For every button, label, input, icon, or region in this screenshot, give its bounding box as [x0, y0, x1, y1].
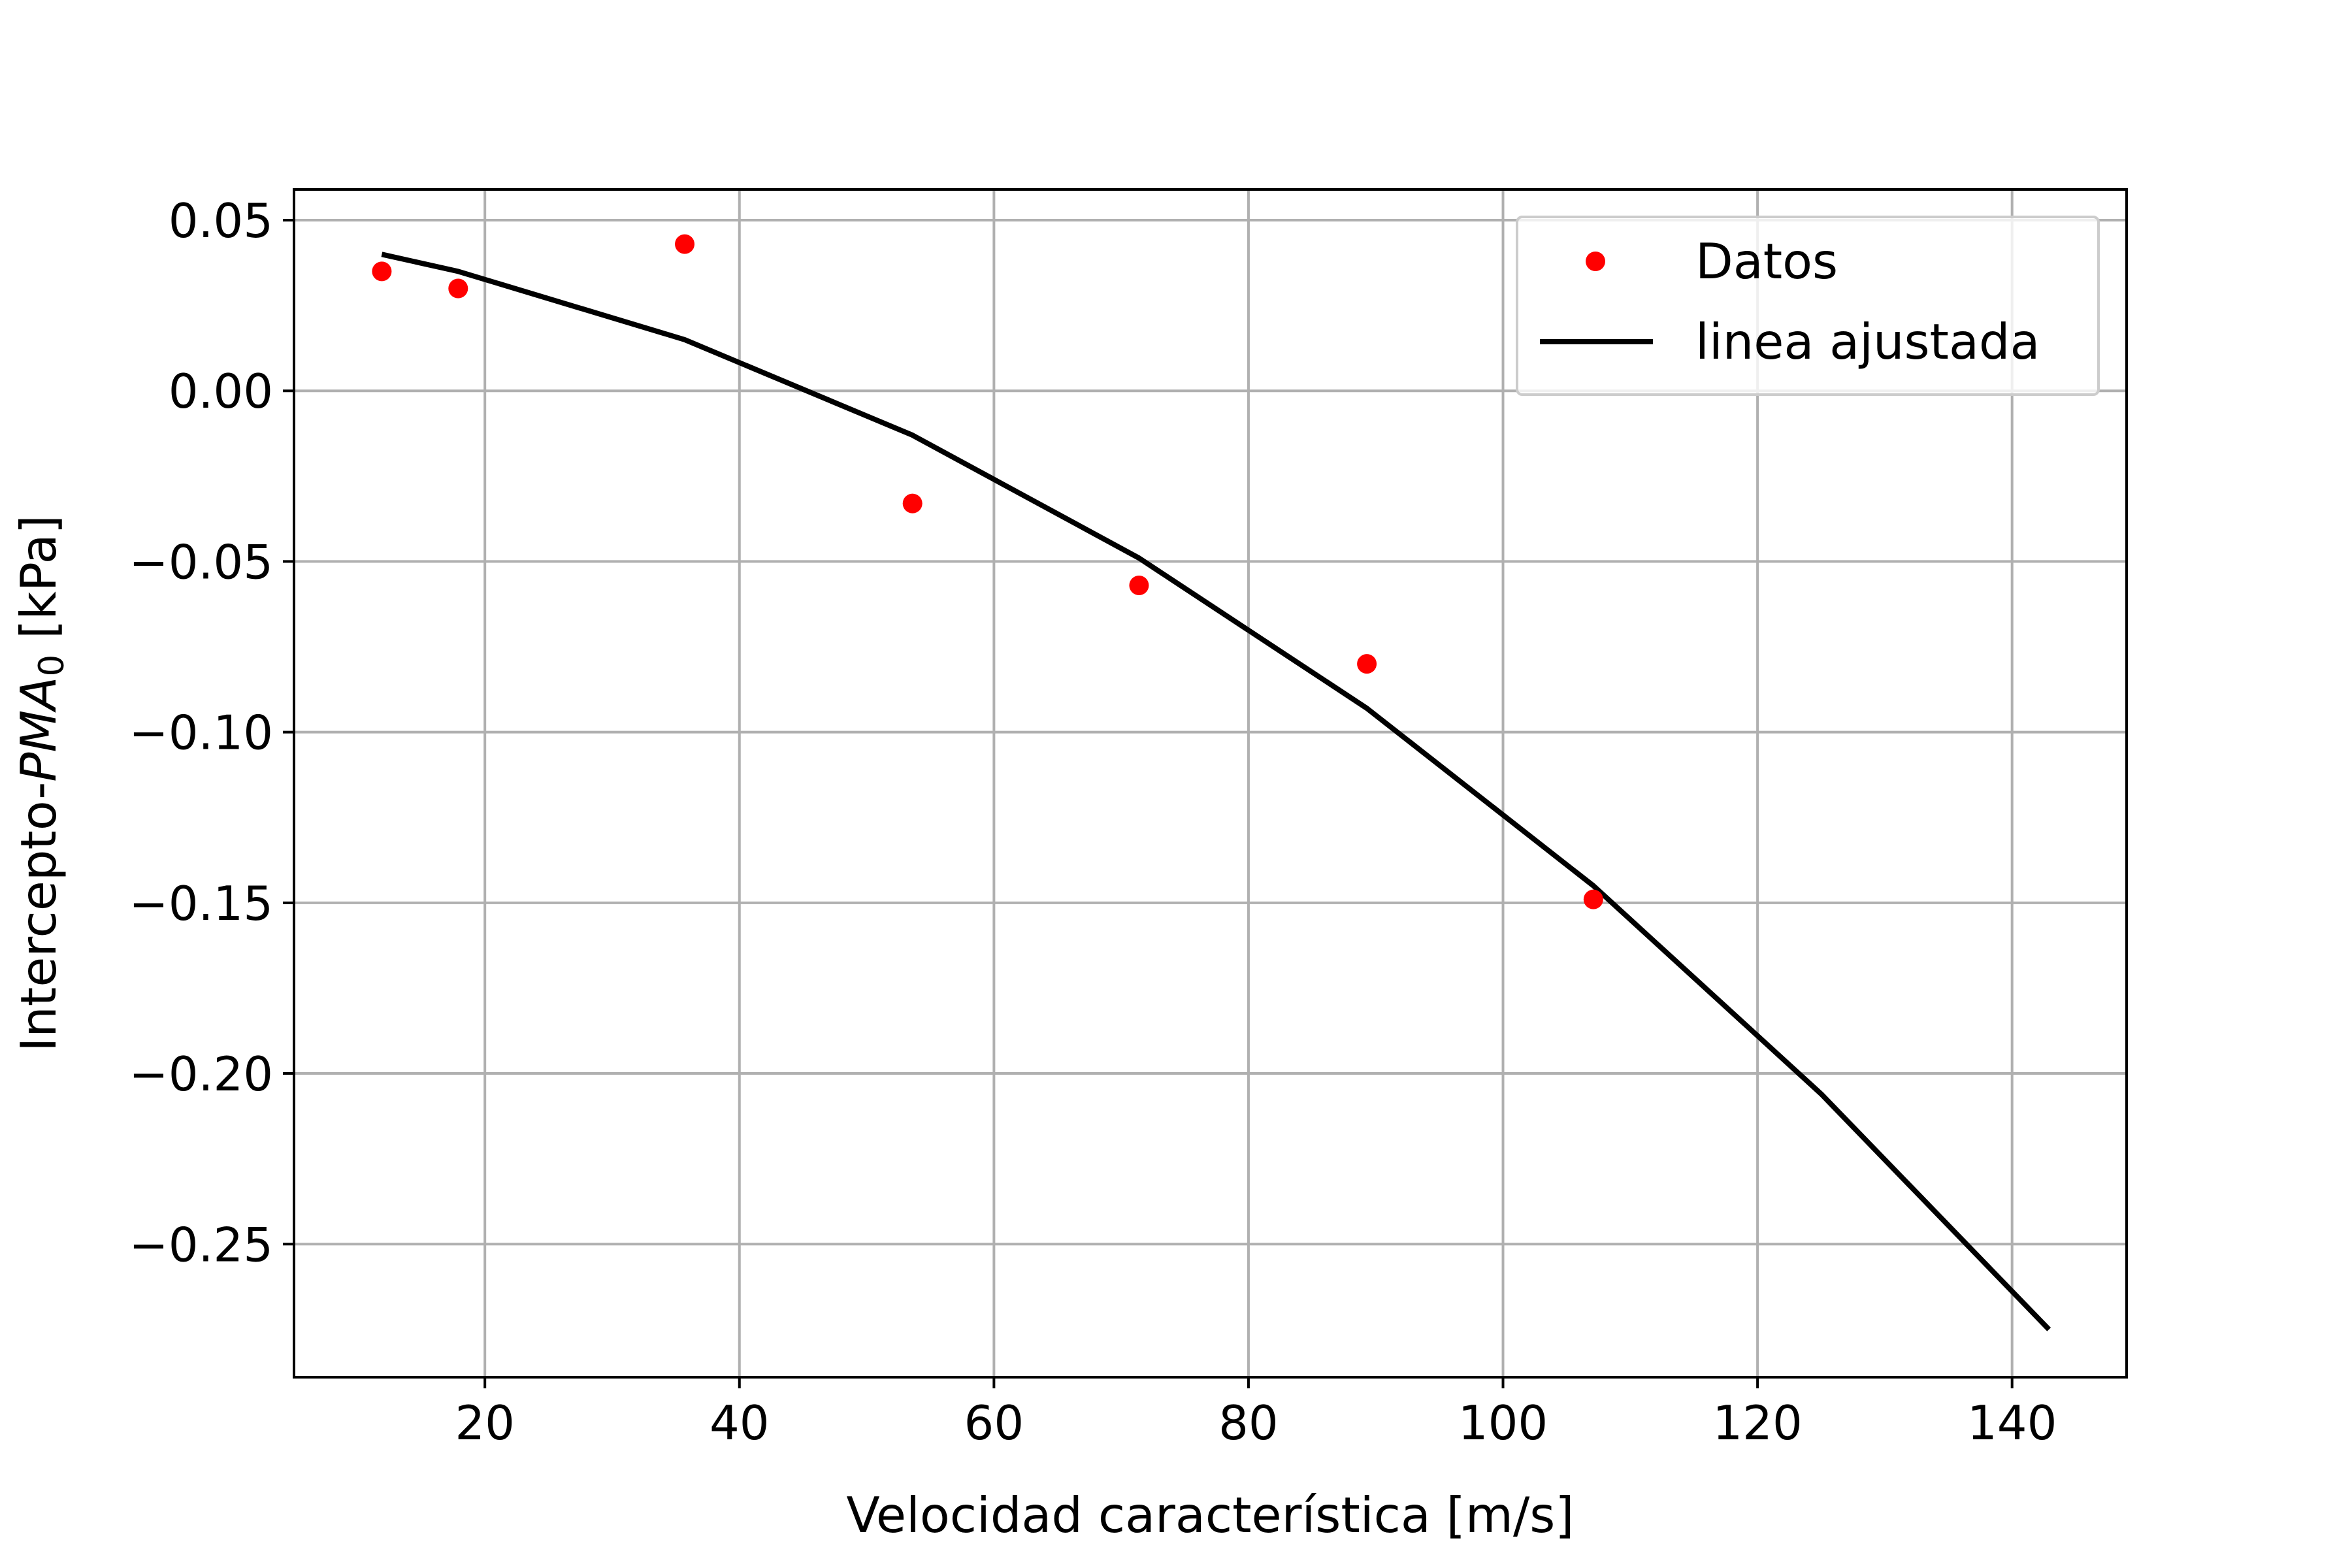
x-tick-label: 40 — [710, 1396, 770, 1450]
y-tick-label: −0.15 — [129, 876, 273, 931]
data-point — [675, 234, 695, 254]
x-tick-label: 60 — [964, 1396, 1024, 1450]
legend-label-datos: Datos — [1695, 233, 1838, 290]
data-point — [1583, 889, 1603, 909]
legend-label-linea-ajustada: linea ajustada — [1695, 313, 2040, 370]
y-axis-title-unit: [kPa] — [10, 515, 67, 655]
x-tick-label: 120 — [1712, 1396, 1802, 1450]
x-axis-title: Velocidad característica [m/s] — [846, 1486, 1574, 1544]
series-layer — [372, 234, 2051, 1331]
data-point — [372, 261, 392, 282]
x-tick-label: 100 — [1458, 1396, 1548, 1450]
x-tick-label: 20 — [455, 1396, 515, 1450]
y-tick-label: −0.10 — [129, 706, 273, 760]
y-tick-label: −0.05 — [129, 534, 273, 589]
y-tick-label: 0.05 — [169, 193, 273, 248]
y-axis-title-symbol: PMA — [10, 676, 67, 781]
legend-marker-datos — [1586, 252, 1605, 271]
y-axis: 0.05 0.00 −0.05 −0.10 −0.15 −0.20 −0.25 — [129, 193, 294, 1272]
y-tick-label: −0.20 — [129, 1047, 273, 1102]
x-tick-label: 80 — [1218, 1396, 1279, 1450]
y-tick-label: 0.00 — [169, 364, 273, 419]
x-axis: 20 40 60 80 100 120 140 — [455, 1377, 2057, 1450]
data-point — [1129, 576, 1149, 595]
data-point — [902, 493, 923, 514]
data-point — [448, 278, 468, 299]
y-axis-title-prefix: Intercepto- — [10, 782, 67, 1052]
plot-frame — [293, 188, 2128, 1379]
y-axis-title-subscript: 0 — [32, 655, 72, 677]
legend-box — [1516, 216, 2100, 396]
series-line-linea-ajustada — [381, 252, 2051, 1331]
x-tick-label: 140 — [1967, 1396, 2057, 1450]
data-point — [1357, 654, 1377, 674]
legend: Datos linea ajustada — [1516, 216, 2100, 396]
grid — [294, 189, 2127, 1377]
y-tick-label: −0.25 — [129, 1217, 273, 1272]
y-axis-title: Intercepto-PMA0 [kPa] — [10, 515, 72, 1052]
